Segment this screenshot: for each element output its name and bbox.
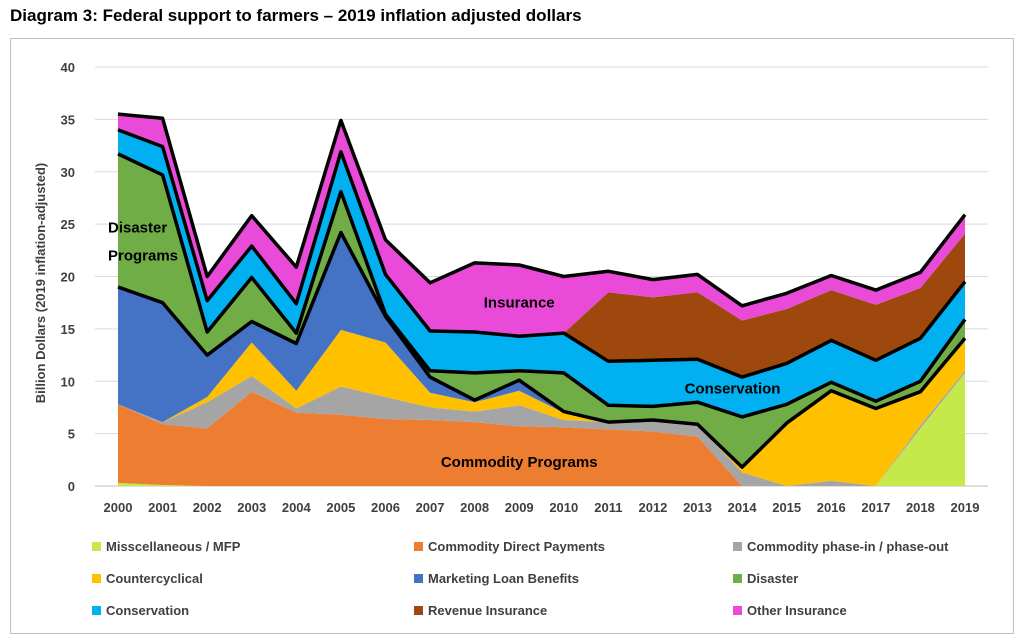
x-tick-label: 2000 [104,500,133,515]
x-tick-label: 2008 [460,500,489,515]
boundary-line [117,152,967,419]
chart-annotations: Disaster Programs Insurance Conservation Com… [108,219,780,471]
y-axis-label: Billion Dollars (2019 inflation-adjusted… [33,163,48,404]
x-tick-label: 2002 [193,500,222,515]
x-tick-label: 2009 [505,500,534,515]
boundary-line [117,112,967,308]
x-tick-label: 2014 [728,500,758,515]
x-tick-label: 2017 [861,500,890,515]
legend-swatch [414,542,423,551]
boundary-line [117,230,967,469]
y-tick-label: 10 [61,374,75,389]
legend-swatch [733,542,742,551]
y-axis-ticks: 0 5 10 15 20 25 30 35 40 [61,60,75,494]
x-tick-label: 2018 [906,500,935,515]
x-tick-label: 2016 [817,500,846,515]
legend-swatch [414,606,423,615]
x-tick-label: 2012 [638,500,667,515]
legend-swatch [414,574,423,583]
legend-label: Other Insurance [747,603,847,618]
x-axis-ticks: 2000 2001 2002 2003 2004 2005 2006 2007 2008 2009… [104,500,980,515]
series-boundaries [117,112,967,469]
area-marketing-loan-benefits [118,232,965,468]
x-tick-label: 2004 [282,500,312,515]
x-tick-label: 2001 [148,500,177,515]
area-other-insurance [118,114,965,337]
legend: Misscellaneous / MFP Commodity Direct Pay… [92,539,949,618]
area-revenue-insurance [118,129,965,378]
y-tick-label: 15 [61,322,75,337]
y-tick-label: 35 [61,112,75,127]
legend-swatch [733,606,742,615]
y-tick-label: 0 [68,479,75,494]
x-tick-label: 2019 [951,500,980,515]
area-commodity-direct-payments [118,372,965,486]
legend-label: Disaster [747,571,798,586]
y-tick-label: 25 [61,217,75,232]
annotation: Disaster [108,219,167,236]
y-tick-label: 40 [61,60,75,75]
annotation: Programs [108,248,178,265]
chart-title: Diagram 3: Federal support to farmers – … [10,6,582,25]
annotation: Insurance [484,295,555,312]
y-tick-label: 20 [61,270,75,285]
legend-label: Marketing Loan Benefits [428,571,579,586]
area-countercyclical [118,329,965,486]
legend-swatch [92,606,101,615]
y-tick-label: 5 [68,427,75,442]
x-tick-label: 2003 [237,500,266,515]
x-tick-label: 2006 [371,500,400,515]
y-tick-label: 30 [61,165,75,180]
annotation: Commodity Programs [441,454,598,471]
x-tick-label: 2010 [549,500,578,515]
x-tick-label: 2013 [683,500,712,515]
area-commodity-phase-in-phase-out [118,370,965,486]
x-tick-label: 2007 [416,500,445,515]
legend-label: Conservation [106,603,189,618]
boundary-line [117,128,967,379]
chart-frame [10,38,1014,634]
legend-label: Revenue Insurance [428,603,547,618]
area-conservation [118,129,965,417]
x-tick-label: 2015 [772,500,801,515]
legend-swatch [92,542,101,551]
legend-label: Commodity Direct Payments [428,539,605,554]
x-tick-label: 2005 [326,500,355,515]
annotation: Conservation [685,381,781,398]
legend-swatch [92,574,101,583]
legend-label: Misscellaneous / MFP [106,539,241,554]
legend-label: Commodity phase-in / phase-out [747,539,949,554]
legend-swatch [733,574,742,583]
legend-label: Countercyclical [106,571,203,586]
x-tick-label: 2011 [594,500,622,515]
